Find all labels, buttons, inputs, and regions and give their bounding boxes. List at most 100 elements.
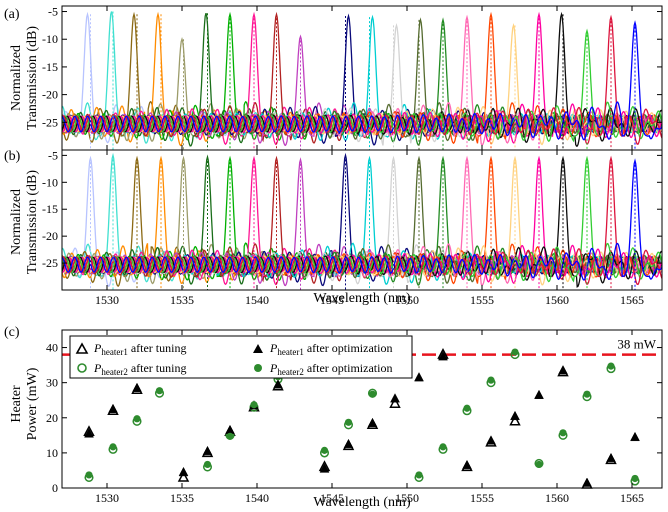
point-heater2-optimization <box>463 404 471 412</box>
point-heater1-optimization <box>367 417 378 428</box>
panel-b: (b) Normalized Transmission (dB) -5 -10 -1… <box>4 148 663 307</box>
panel-b-ylabel-line2: Transmission (dB) <box>25 170 40 274</box>
panel-a: (a) Normalized Transmission (dB) -5 -10 -1… <box>4 5 663 151</box>
spectrum-ch23 <box>62 158 662 281</box>
point-heater2-optimization <box>511 348 519 356</box>
point-heater1-optimization <box>273 379 283 389</box>
y-tick-label: -25 <box>42 115 58 129</box>
spectrum-ch21 <box>62 155 662 283</box>
x-tick-label: 1530 <box>95 491 119 505</box>
point-heater2-optimization <box>226 432 234 440</box>
threshold-label: 38 mW <box>617 337 656 352</box>
legend-sub: heater1 <box>277 347 303 357</box>
spectrum-ch21 <box>62 28 662 143</box>
point-heater2-optimization <box>535 460 543 469</box>
panel-c-frame <box>61 329 663 489</box>
point-heater2-optimization <box>155 387 164 395</box>
y-tick-label: 20 <box>46 411 58 425</box>
point-heater1-optimization <box>582 477 592 487</box>
x-tick-label: 1565 <box>620 491 644 505</box>
point-heater2-optimization <box>203 460 212 469</box>
point-heater1-optimization <box>202 445 213 456</box>
legend-rest: after tuning <box>128 341 187 355</box>
legend-rest: after optimization <box>304 341 393 355</box>
panel-c-label: (c) <box>4 325 20 340</box>
y-tick-label: -15 <box>42 202 58 216</box>
panel-c-ylabel-line2: Power (mW) <box>25 367 40 440</box>
legend-rest: after optimization <box>304 361 393 375</box>
panel-b-ylabel-line1: Normalized <box>9 189 24 255</box>
panel-b-xlabel: Wavelength (nm) <box>313 291 411 306</box>
point-heater2-optimization <box>344 418 353 426</box>
panel-a-ylabel-line1: Normalized <box>9 45 24 111</box>
point-heater2-optimization <box>320 446 329 454</box>
panel-a-y-ticks: -5 -10 -15 -20 -25 <box>42 5 662 129</box>
point-heater1-optimization <box>630 431 640 442</box>
spectrum-ch19 <box>62 11 662 144</box>
x-tick-label: 1555 <box>470 293 494 307</box>
point-heater1-optimization <box>486 435 496 445</box>
point-heater1-optimization <box>462 459 472 470</box>
legend: Pheater1 after tuning Pheater2 after tun… <box>69 335 413 379</box>
point-heater1-optimization <box>343 438 354 449</box>
legend-sub: heater2 <box>277 367 303 377</box>
legend-label-heater2-optimization: Pheater2 after optimization <box>269 361 392 377</box>
x-tick-label: 1550 <box>395 491 419 505</box>
spectrum-ch22 <box>62 155 662 286</box>
x-tick-label: 1550 <box>395 293 419 307</box>
panel-c-xlabel: Wavelength (nm) <box>313 495 411 510</box>
point-heater2-optimization <box>368 390 377 398</box>
point-heater1-optimization <box>414 372 424 382</box>
spectrum-ch17 <box>62 155 662 285</box>
x-tick-label: 1565 <box>620 293 644 307</box>
legend-main: P <box>269 361 278 375</box>
legend-label-heater1-tuning: Pheater1 after tuning <box>93 341 186 357</box>
legend-sub: heater1 <box>101 347 127 357</box>
legend-main: P <box>269 341 278 355</box>
x-tick-label: 1535 <box>170 293 194 307</box>
y-tick-label: -20 <box>42 229 58 243</box>
x-tick-label: 1545 <box>320 293 344 307</box>
point-heater2-optimization <box>109 443 117 451</box>
point-heater2-optimization <box>133 415 141 423</box>
panel-c-x-ticks: 1530 1535 1540 1545 1550 1555 1560 1565 <box>95 330 644 505</box>
point-heater2-optimization <box>439 443 447 451</box>
point-heater1-tuning <box>177 470 190 482</box>
y-tick-label: 0 <box>52 481 58 495</box>
panel-a-x-ticks <box>106 6 633 150</box>
y-tick-label: 30 <box>46 376 58 390</box>
x-tick-label: 1555 <box>470 491 494 505</box>
filled-triangle-icon <box>253 344 263 353</box>
panel-a-target-lines <box>90 11 636 150</box>
legend-item-heater1-tuning: Pheater1 after tuning <box>75 341 186 357</box>
legend-item-heater2-tuning: Pheater2 after tuning <box>77 361 186 377</box>
x-tick-label: 1560 <box>545 491 569 505</box>
spectrum-ch17 <box>62 11 662 145</box>
spectrum-ch19 <box>62 155 662 284</box>
point-heater1-optimization <box>390 393 400 403</box>
point-heater2-optimization <box>487 376 495 384</box>
x-tick-label: 1530 <box>95 293 119 307</box>
legend-label-heater1-optimization: Pheater1 after optimization <box>269 341 392 357</box>
point-heater1-optimization <box>606 452 616 463</box>
point-heater2-optimization <box>415 471 423 479</box>
x-tick-label: 1535 <box>170 491 194 505</box>
panel-a-curves <box>62 11 662 147</box>
legend-main: P <box>93 341 102 355</box>
legend-sub: heater2 <box>101 367 127 377</box>
panel-c-ylabel-line1: Heater <box>9 385 24 423</box>
point-heater1-optimization <box>319 463 330 473</box>
panel-b-curves <box>62 152 662 288</box>
legend-item-heater1-optimization: Pheater1 after optimization <box>253 341 392 357</box>
point-heater1-optimization <box>558 365 568 375</box>
spectrum-ch22 <box>62 14 662 145</box>
point-heater2-optimization <box>607 362 615 370</box>
panel-a-label: (a) <box>4 7 20 22</box>
y-tick-label: -20 <box>42 88 58 102</box>
panel-c: (c) Heater Power (mW) 38 mW 0 10 20 30 40 15… <box>4 325 663 510</box>
panel-b-label: (b) <box>4 149 21 164</box>
panel-a-ylabel-line2: Transmission (dB) <box>25 26 40 130</box>
x-tick-label: 1545 <box>320 491 344 505</box>
point-heater1-optimization <box>510 410 520 421</box>
legend-label-heater2-tuning: Pheater2 after tuning <box>93 361 186 377</box>
